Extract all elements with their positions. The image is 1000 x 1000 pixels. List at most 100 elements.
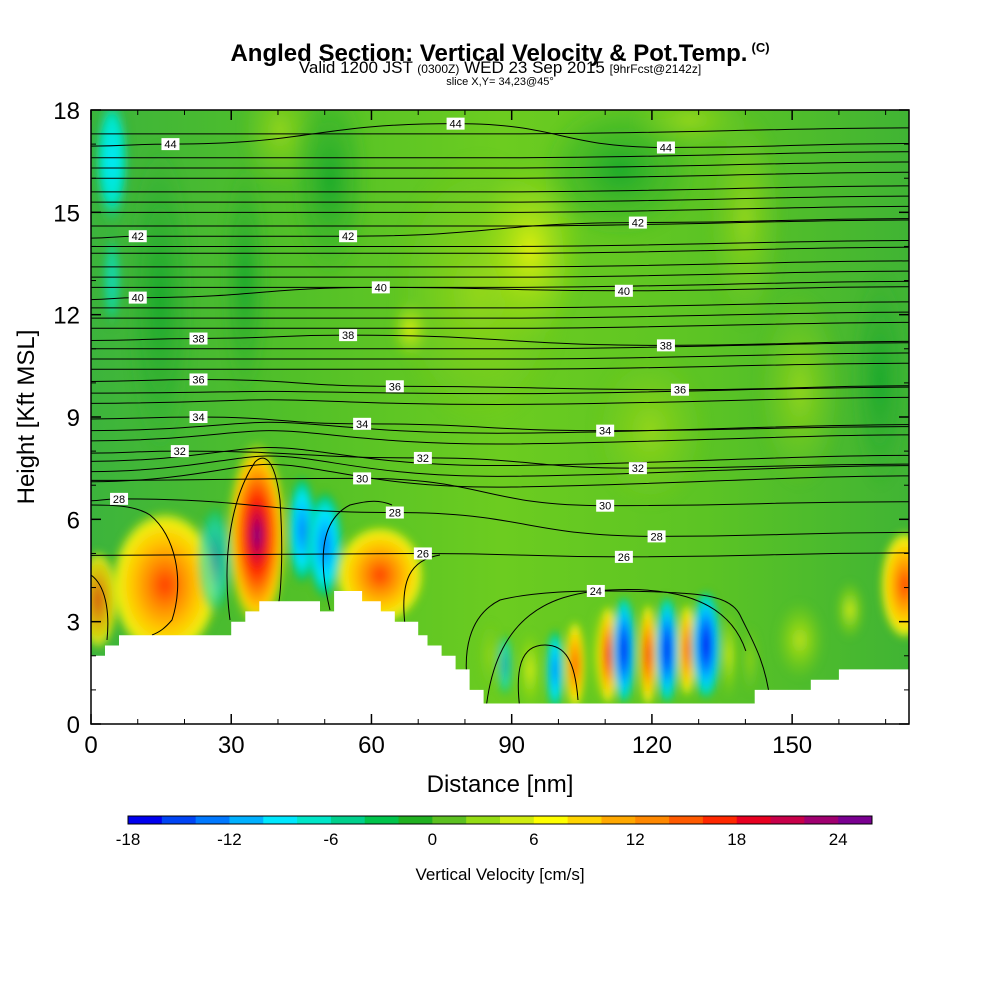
colorbar-tick-label: -18 xyxy=(116,830,141,849)
isoline-label: 40 xyxy=(375,282,387,294)
colorbar-swatch xyxy=(229,816,264,824)
isoline-label-box xyxy=(628,216,647,229)
colorbar-swatch xyxy=(635,816,670,824)
isoline-label-box xyxy=(614,284,633,297)
isoline-label: 38 xyxy=(192,334,204,346)
theta-isoline xyxy=(91,342,909,350)
x-axis: 0 30 60 90 120 150 xyxy=(84,110,887,759)
theta-isoline xyxy=(91,378,909,391)
isoline-label: 38 xyxy=(660,340,672,352)
theta-isoline xyxy=(91,195,909,203)
isoline-label-box xyxy=(339,329,358,342)
x-tick-label: 60 xyxy=(358,732,385,759)
isoline-label-box xyxy=(656,339,675,352)
isoline-label-box xyxy=(339,230,358,243)
y-tick-label: 12 xyxy=(53,303,80,330)
theta-isoline xyxy=(91,477,909,507)
isoline-label: 40 xyxy=(618,286,630,298)
isoline-label-box xyxy=(647,530,666,543)
isoline-label: 32 xyxy=(174,446,186,458)
colorbar-swatch xyxy=(702,816,738,824)
colorbar-swatch xyxy=(161,816,197,824)
theta-isoline xyxy=(91,260,909,268)
theta-isoline xyxy=(91,171,909,179)
x-tick-label: 150 xyxy=(772,732,812,759)
isoline-label: 34 xyxy=(192,412,204,424)
isoline-label-box xyxy=(446,117,465,130)
theta-isoline xyxy=(91,416,909,432)
isoline-label-box xyxy=(189,332,208,345)
isoline-label-box xyxy=(189,373,208,386)
isoline-label-box xyxy=(413,451,432,464)
theta-isoline xyxy=(91,321,909,329)
isoline-label: 28 xyxy=(389,508,401,520)
isoline-label: 36 xyxy=(674,385,686,397)
theta-isoline xyxy=(91,463,909,488)
isoline-label: 26 xyxy=(417,548,429,560)
colorbar-swatch xyxy=(500,816,535,824)
isoline-label: 42 xyxy=(632,218,644,230)
title-suffix: (C) xyxy=(751,40,770,55)
y-tick-label: 6 xyxy=(67,507,80,534)
colorbar-swatch xyxy=(838,816,873,824)
isoline-label-box xyxy=(385,380,404,393)
colorbar-swatch xyxy=(128,816,163,824)
colorbar-swatch xyxy=(466,816,501,824)
chart-title: Angled Section: Vertical Velocity & Pot.… xyxy=(0,34,1000,68)
isoline-label: 30 xyxy=(599,501,611,513)
theta-isoline xyxy=(91,246,909,254)
theta-isolines xyxy=(91,123,909,712)
isoline-label: 32 xyxy=(417,453,429,465)
theta-isoline xyxy=(91,421,909,434)
colorbar-swatch xyxy=(770,816,805,824)
isoline-label: 36 xyxy=(192,374,204,386)
colorbar-tick-label: 24 xyxy=(829,830,848,849)
isoline-label: 42 xyxy=(132,231,144,243)
theta-isoline xyxy=(91,311,909,319)
theta-isoline xyxy=(91,301,909,309)
colorbar-tick-label: 18 xyxy=(727,830,746,849)
x-axis-label: Distance [nm] xyxy=(427,771,574,798)
isoline-label: 34 xyxy=(356,419,368,431)
colorbar-tick-label: -6 xyxy=(323,830,338,849)
isoline-label: 28 xyxy=(650,531,662,543)
theta-isoline xyxy=(91,447,909,467)
colorbar-swatch xyxy=(533,816,569,824)
isoline-label-box xyxy=(614,550,633,563)
isoline-label: 44 xyxy=(164,139,176,151)
isoline-label-box xyxy=(189,411,208,423)
theta-isoline xyxy=(91,552,909,558)
colorbar-tick-label: -12 xyxy=(217,830,242,849)
isoline-label: 40 xyxy=(132,293,144,305)
forecast-info: [9hrFcst@2142z] xyxy=(609,62,702,76)
colorbar-tick-label: 6 xyxy=(529,830,538,849)
valid-date: WED 23 Sep 2015 xyxy=(464,58,605,77)
colorbar-tick-label: 0 xyxy=(428,830,437,849)
y-tick-label: 9 xyxy=(67,405,80,432)
theta-isoline xyxy=(91,386,909,395)
theta-isoline xyxy=(91,352,909,360)
theta-isoline xyxy=(91,430,909,445)
isoline-label: 24 xyxy=(590,586,602,598)
colorbar-swatch xyxy=(804,816,839,824)
theta-isoline xyxy=(91,455,909,477)
isoline-label-box xyxy=(586,584,605,597)
theta-isoline xyxy=(91,270,909,278)
y-tick-label: 15 xyxy=(53,200,80,227)
isoline-label: 44 xyxy=(449,119,461,131)
isoline-label: 38 xyxy=(342,330,354,342)
colorbar-tick-label: 12 xyxy=(626,830,645,849)
isoline-label-box xyxy=(670,383,689,396)
colorbar-swatch xyxy=(601,816,636,824)
theta-isoline xyxy=(91,280,909,288)
theta-isoline xyxy=(91,239,909,247)
theta-isoline xyxy=(91,219,909,227)
x-tick-label: 120 xyxy=(632,732,672,759)
isoline-label-box xyxy=(170,445,189,458)
isoline-label-box xyxy=(128,291,147,304)
isoline-label-box xyxy=(161,138,180,151)
isoline-label: 32 xyxy=(632,463,644,475)
colorbar-swatch xyxy=(195,816,230,824)
